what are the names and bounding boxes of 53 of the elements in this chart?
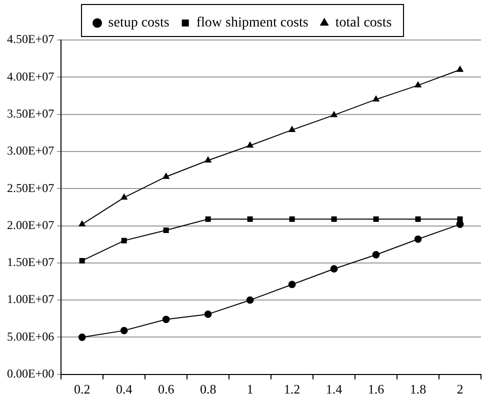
point xyxy=(162,173,170,179)
point xyxy=(204,156,212,162)
point xyxy=(120,194,128,200)
x-tick-label: 1.8 xyxy=(410,382,426,397)
point xyxy=(247,216,253,222)
point xyxy=(204,310,212,318)
y-tick-label: 3.50E+07 xyxy=(6,106,54,120)
y-tick-label: 4.00E+07 xyxy=(6,69,54,84)
point xyxy=(330,265,338,273)
y-tick-label: 5.00E+06 xyxy=(6,329,54,344)
point xyxy=(414,235,422,243)
point xyxy=(120,326,128,334)
x-tick-label: 0.4 xyxy=(116,382,133,397)
y-tick-label: 0.00E+00 xyxy=(6,366,54,381)
point xyxy=(78,334,86,341)
point xyxy=(246,296,254,304)
x-tick-label: 1 xyxy=(246,382,254,397)
y-tick-label: 1.50E+07 xyxy=(6,255,54,270)
legend-label: setup costs xyxy=(108,16,170,31)
point xyxy=(79,258,85,264)
y-tick-label: 4.50E+07 xyxy=(6,32,54,46)
x-tick-label: 0.6 xyxy=(158,382,175,397)
x-tick-label: 0.8 xyxy=(200,382,216,397)
x-tick-label: 2 xyxy=(456,382,464,397)
x-tick-label: 1.2 xyxy=(284,382,300,397)
point xyxy=(415,216,421,222)
point xyxy=(457,216,463,222)
point xyxy=(162,316,170,324)
legend-label: flow shipment costs xyxy=(196,16,308,31)
point xyxy=(330,111,338,118)
y-tick-label: 1.00E+07 xyxy=(6,292,54,306)
point xyxy=(288,126,296,132)
point xyxy=(372,251,380,258)
point xyxy=(414,82,422,88)
point xyxy=(289,216,295,222)
point xyxy=(246,142,254,148)
x-tick-label: 1.4 xyxy=(326,382,343,397)
x-tick-label: 1.6 xyxy=(368,382,385,397)
y-tick-label: 2.50E+07 xyxy=(6,180,54,195)
legend-label: total costs xyxy=(335,16,392,31)
point xyxy=(288,280,296,288)
point xyxy=(121,238,127,244)
x-tick-label: 0.2 xyxy=(74,382,90,397)
point xyxy=(372,96,380,102)
y-tick-label: 2.00E+07 xyxy=(6,218,54,232)
point xyxy=(331,216,337,222)
point xyxy=(205,216,211,222)
point xyxy=(456,66,464,72)
point xyxy=(163,227,169,233)
y-tick-label: 3.00E+07 xyxy=(6,144,54,158)
point xyxy=(373,216,379,222)
point xyxy=(456,220,464,228)
point xyxy=(78,220,86,226)
